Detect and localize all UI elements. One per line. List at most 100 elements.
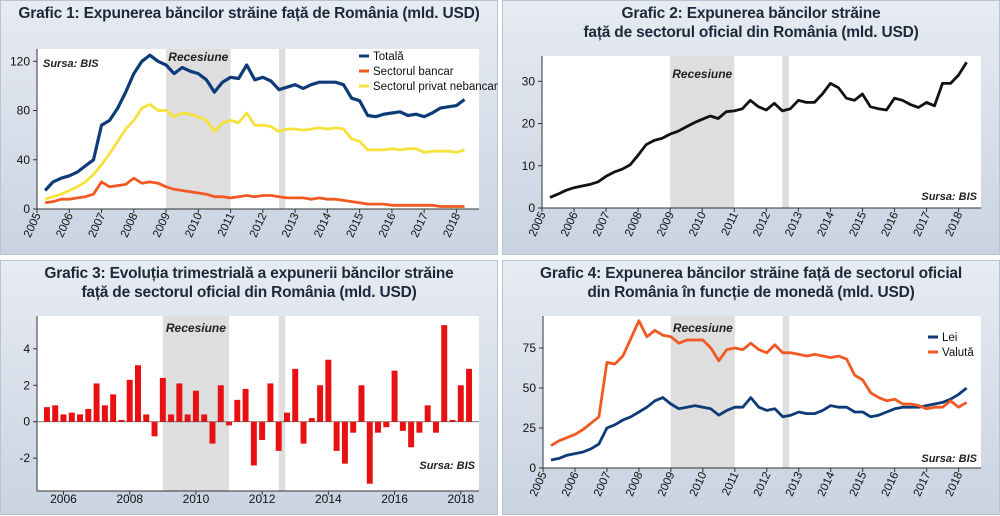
- y-tick-label: 40: [17, 153, 31, 167]
- y-tick-label: 30: [522, 74, 536, 88]
- bar: [85, 408, 92, 422]
- x-tick-label: 2010: [183, 492, 210, 506]
- bar: [333, 421, 340, 451]
- bar: [275, 421, 282, 451]
- bar: [118, 419, 125, 422]
- x-tick-label: 2013: [783, 210, 805, 238]
- legend-label: Sectorul bancar: [373, 66, 454, 78]
- recession-label: Recesiune: [673, 321, 733, 335]
- y-tick-label: 0: [529, 461, 536, 475]
- recession-label: Recesiune: [168, 50, 228, 64]
- bar: [60, 414, 67, 422]
- bar: [375, 421, 381, 433]
- series-line: [44, 176, 465, 208]
- chart-panel-2: Grafic 2: Expunerea băncilor străine față…: [502, 0, 1000, 255]
- x-tick-label: 2010: [688, 470, 710, 498]
- x-tick-label: 2011: [216, 211, 237, 238]
- bar: [151, 421, 158, 437]
- plot-area: [542, 56, 981, 208]
- bar: [93, 383, 100, 422]
- legend-label: Sectorul privat nebancar: [373, 81, 498, 93]
- chart-panel-4: Grafic 4: Expunerea băncilor străine faț…: [502, 260, 1000, 515]
- x-tick-label: 2014: [815, 210, 837, 239]
- bar: [308, 418, 315, 422]
- y-tick-label: 50: [523, 381, 537, 395]
- x-tick-label: 2009: [151, 211, 173, 239]
- bar: [292, 368, 299, 422]
- x-tick-label: 2018: [944, 470, 966, 498]
- bar: [168, 414, 175, 422]
- chart-title-line: din România în funcție de monedă (mld. U…: [587, 284, 915, 301]
- x-tick-label: 2011: [720, 210, 741, 237]
- y-tick-label: 25: [523, 421, 537, 435]
- x-tick-label: 2018: [447, 492, 474, 506]
- series-line: [550, 386, 968, 462]
- x-tick-label: 2007: [592, 470, 614, 498]
- x-tick-label: 2016: [381, 492, 408, 506]
- chart-title-line: Grafic 2: Expunerea băncilor străine: [621, 5, 881, 22]
- series-line: [43, 53, 466, 192]
- y-tick-label: 75: [523, 341, 537, 355]
- legend-label: Valută: [942, 347, 974, 359]
- bar: [68, 412, 75, 422]
- bar: [300, 421, 307, 444]
- bar: [250, 421, 257, 466]
- recession-label: Recesiune: [166, 321, 226, 335]
- x-tick-label: 2015: [848, 470, 870, 498]
- x-tick-label: 2016: [377, 211, 399, 239]
- x-tick-label: 2013: [784, 470, 806, 498]
- x-tick-label: 2015: [847, 210, 869, 238]
- recession-band: [670, 56, 735, 208]
- x-tick-label: 2016: [880, 470, 902, 498]
- x-tick-label: 2015: [345, 211, 367, 239]
- y-tick-label: 10: [522, 159, 536, 173]
- y-tick-label: 20: [522, 117, 536, 131]
- chart-title-line: Grafic 3: Evoluția trimestrială a expune…: [44, 265, 454, 282]
- chart-title-1: Grafic 1: Expunerea băncilor străine faț…: [18, 5, 480, 22]
- x-tick-label: 2016: [880, 210, 902, 238]
- x-tick-label: 2012: [249, 492, 276, 506]
- bar: [192, 390, 199, 422]
- bar: [341, 421, 348, 464]
- bar: [259, 421, 266, 440]
- bar: [432, 421, 439, 433]
- bar: [383, 421, 390, 428]
- bar: [267, 383, 274, 422]
- bar: [159, 377, 166, 422]
- chart-title-line: față de sectorul oficial din România (ml…: [583, 24, 919, 41]
- y-tick-label: -2: [19, 451, 30, 465]
- bar: [416, 421, 423, 433]
- chart-3-svg: Recesiune Sursa: BIS -2 0 2 4 2006 2008 2010 2012…: [19, 316, 479, 506]
- x-tick-label: 2009: [655, 210, 677, 238]
- bar: [408, 421, 415, 448]
- recession-band: [166, 49, 231, 209]
- y-tick-label: 4: [23, 342, 30, 356]
- recession-label: Recesiune: [672, 67, 732, 81]
- bar: [143, 414, 150, 422]
- x-tick-label: 2011: [720, 470, 741, 497]
- bar: [424, 405, 431, 422]
- x-tick-label: 2009: [656, 470, 678, 498]
- bar: [110, 394, 117, 422]
- bar: [126, 379, 133, 422]
- bar: [201, 414, 208, 422]
- x-tick-label: 2017: [409, 211, 431, 239]
- bar: [399, 421, 406, 431]
- x-tick-label: 2018: [441, 211, 463, 239]
- recession-band-secondary: [278, 316, 286, 491]
- x-tick-label: 2008: [116, 492, 143, 506]
- chart-title-line: față de sectorul oficial din România (ml…: [81, 284, 417, 301]
- bar: [135, 365, 141, 422]
- chart-title-line: Grafic 4: Expunerea băncilor străine faț…: [540, 265, 962, 282]
- bar: [43, 407, 50, 422]
- x-tick-label: 2008: [119, 211, 141, 239]
- bar: [449, 419, 456, 422]
- bar: [226, 421, 233, 426]
- x-tick-label: 2007: [591, 210, 613, 238]
- y-tick-label: 0: [528, 201, 535, 215]
- chart-panel-1: Grafic 1: Expunerea băncilor străine faț…: [0, 0, 498, 255]
- bar: [441, 325, 448, 422]
- bar: [457, 385, 464, 422]
- x-tick-label: 2012: [248, 211, 270, 239]
